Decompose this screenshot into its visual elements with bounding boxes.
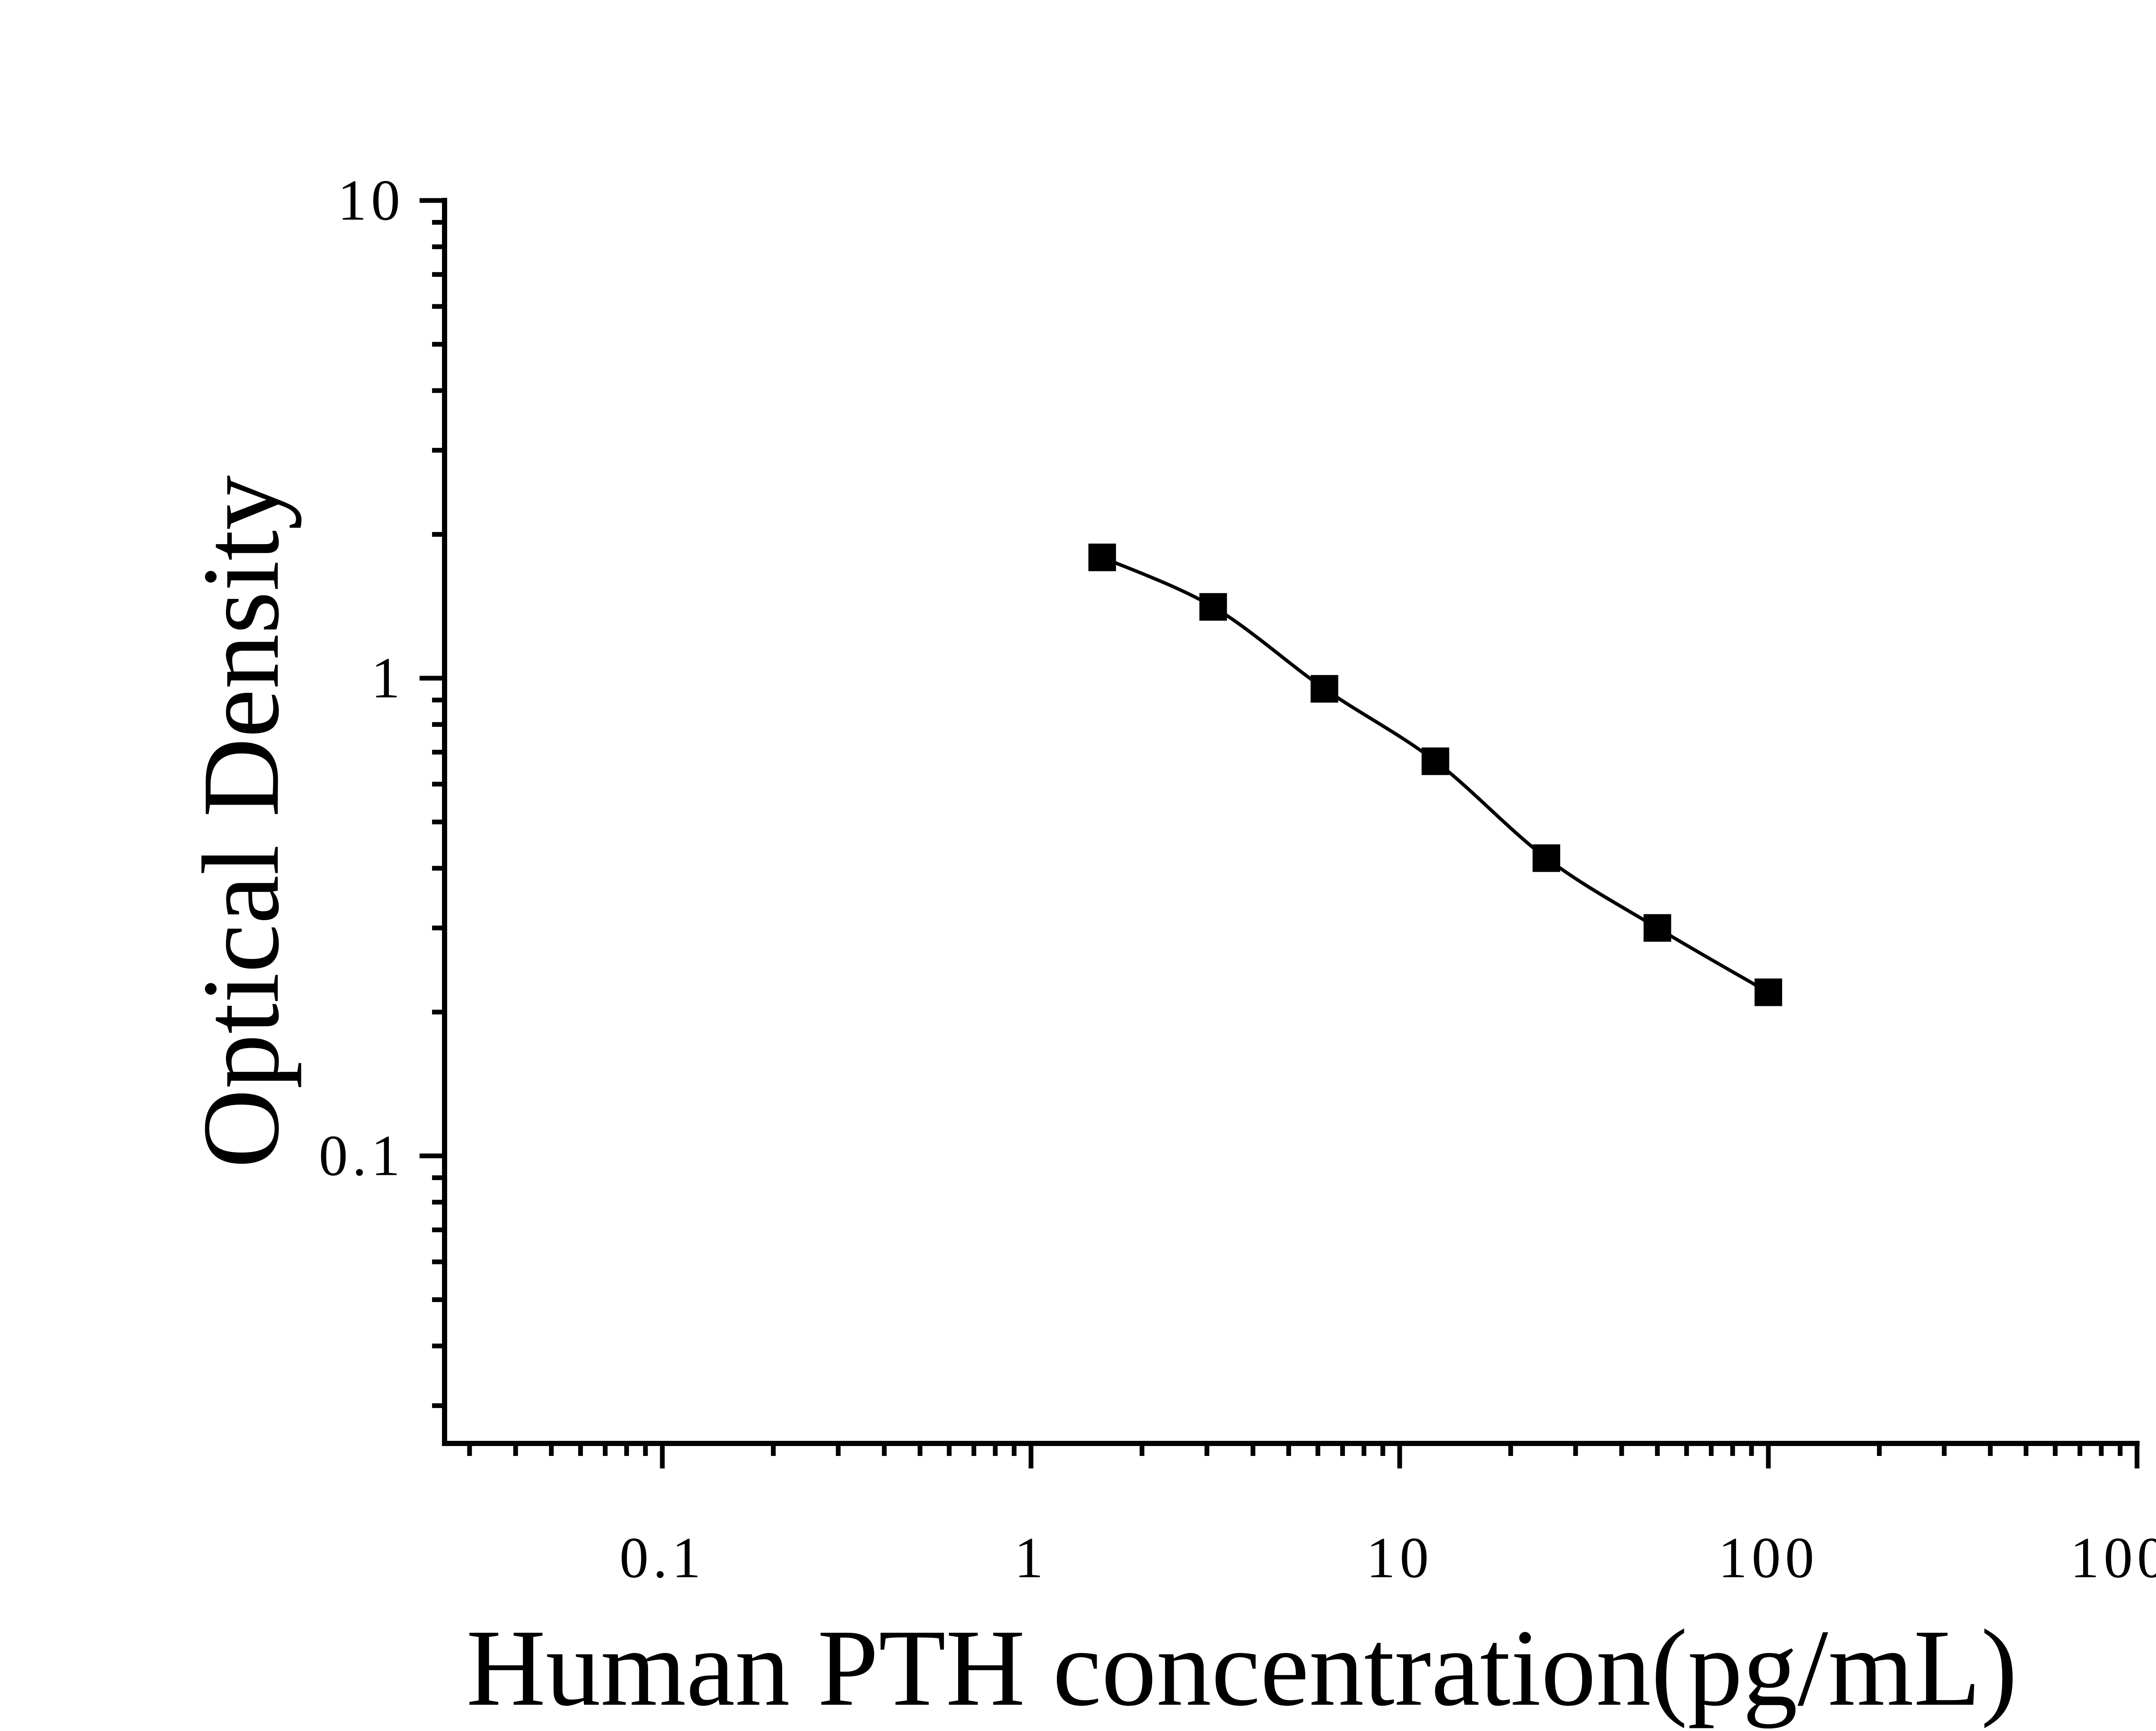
x-minor-tick [918, 1446, 923, 1456]
y-axis-title: Optical Density [180, 475, 302, 1168]
data-point-marker [1643, 914, 1671, 942]
y-minor-tick [432, 1009, 442, 1014]
x-minor-tick [1340, 1446, 1345, 1456]
x-minor-tick [513, 1446, 518, 1456]
x-minor-tick [1684, 1446, 1689, 1456]
data-point-marker [1532, 844, 1561, 872]
x-minor-tick [2053, 1446, 2058, 1456]
x-minor-tick [2024, 1446, 2029, 1456]
x-minor-tick [1508, 1446, 1513, 1456]
x-minor-tick [971, 1446, 977, 1456]
x-minor-tick [1315, 1446, 1320, 1456]
y-minor-tick [432, 1259, 442, 1265]
x-axis-line [442, 1441, 2140, 1446]
y-minor-tick [432, 1403, 442, 1408]
x-major-tick [660, 1446, 665, 1468]
x-major-tick [2134, 1446, 2140, 1468]
x-minor-tick [2118, 1446, 2123, 1456]
y-major-tick [420, 676, 442, 681]
x-minor-tick [1619, 1446, 1624, 1456]
x-minor-tick [467, 1446, 472, 1456]
x-minor-tick [603, 1446, 608, 1456]
y-minor-tick [432, 1343, 442, 1349]
x-tick-label: 0.1 [620, 1526, 705, 1590]
data-point-marker [1088, 543, 1116, 571]
y-minor-tick [432, 1175, 442, 1180]
data-point-marker [1310, 675, 1338, 703]
x-minor-tick [1012, 1446, 1017, 1456]
x-minor-tick [1573, 1446, 1578, 1456]
y-minor-tick [432, 244, 442, 249]
y-minor-tick [432, 304, 442, 309]
x-minor-tick [1250, 1446, 1256, 1456]
y-major-tick [420, 1153, 442, 1158]
x-minor-tick [2078, 1446, 2083, 1456]
y-minor-tick [432, 820, 442, 825]
x-minor-tick [993, 1446, 998, 1456]
x-minor-tick [549, 1446, 554, 1456]
y-axis-line [442, 198, 447, 1446]
y-tick-label: 10 [338, 169, 404, 233]
x-minor-tick [836, 1446, 841, 1456]
x-minor-tick [1942, 1446, 1947, 1456]
x-minor-tick [578, 1446, 583, 1456]
x-tick-label: 1000 [2070, 1526, 2156, 1590]
x-minor-tick [1877, 1446, 1882, 1456]
x-minor-tick [1730, 1446, 1735, 1456]
x-tick-label: 1 [1014, 1526, 1048, 1590]
y-minor-tick [432, 448, 442, 453]
x-minor-tick [1988, 1446, 1993, 1456]
x-minor-tick [1655, 1446, 1660, 1456]
x-minor-tick [643, 1446, 648, 1456]
y-minor-tick [432, 866, 442, 871]
x-minor-tick [771, 1446, 776, 1456]
y-minor-tick [432, 722, 442, 727]
y-minor-tick [432, 1199, 442, 1205]
x-axis-title: Human PTH concentration(pg/mL) [466, 1607, 2018, 1729]
x-minor-tick [624, 1446, 629, 1456]
x-minor-tick [1749, 1446, 1754, 1456]
x-minor-tick [1204, 1446, 1210, 1456]
y-minor-tick [432, 1297, 442, 1302]
y-minor-tick [432, 782, 442, 787]
y-minor-tick [432, 532, 442, 537]
y-tick-label: 0.1 [319, 1124, 404, 1188]
y-minor-tick [432, 698, 442, 703]
x-major-tick [1766, 1446, 1771, 1468]
x-minor-tick [1380, 1446, 1385, 1456]
x-major-tick [1397, 1446, 1402, 1468]
x-tick-label: 100 [1718, 1526, 1819, 1590]
y-major-tick [420, 198, 442, 203]
x-minor-tick [882, 1446, 887, 1456]
y-minor-tick [432, 220, 442, 225]
x-minor-tick [946, 1446, 952, 1456]
data-point-marker [1199, 593, 1227, 621]
data-point-marker [1755, 978, 1782, 1006]
y-minor-tick [432, 388, 442, 393]
y-minor-tick [432, 272, 442, 277]
x-tick-label: 10 [1366, 1526, 1433, 1590]
x-minor-tick [1361, 1446, 1366, 1456]
x-minor-tick [1709, 1446, 1714, 1456]
x-minor-tick [1286, 1446, 1291, 1456]
y-minor-tick [432, 1227, 442, 1233]
y-minor-tick [432, 925, 442, 930]
data-point-marker [1421, 747, 1449, 775]
y-tick-label: 1 [371, 646, 405, 711]
x-major-tick [1028, 1446, 1034, 1468]
y-minor-tick [432, 342, 442, 347]
x-minor-tick [2099, 1446, 2104, 1456]
y-minor-tick [432, 750, 442, 755]
x-minor-tick [1139, 1446, 1144, 1456]
